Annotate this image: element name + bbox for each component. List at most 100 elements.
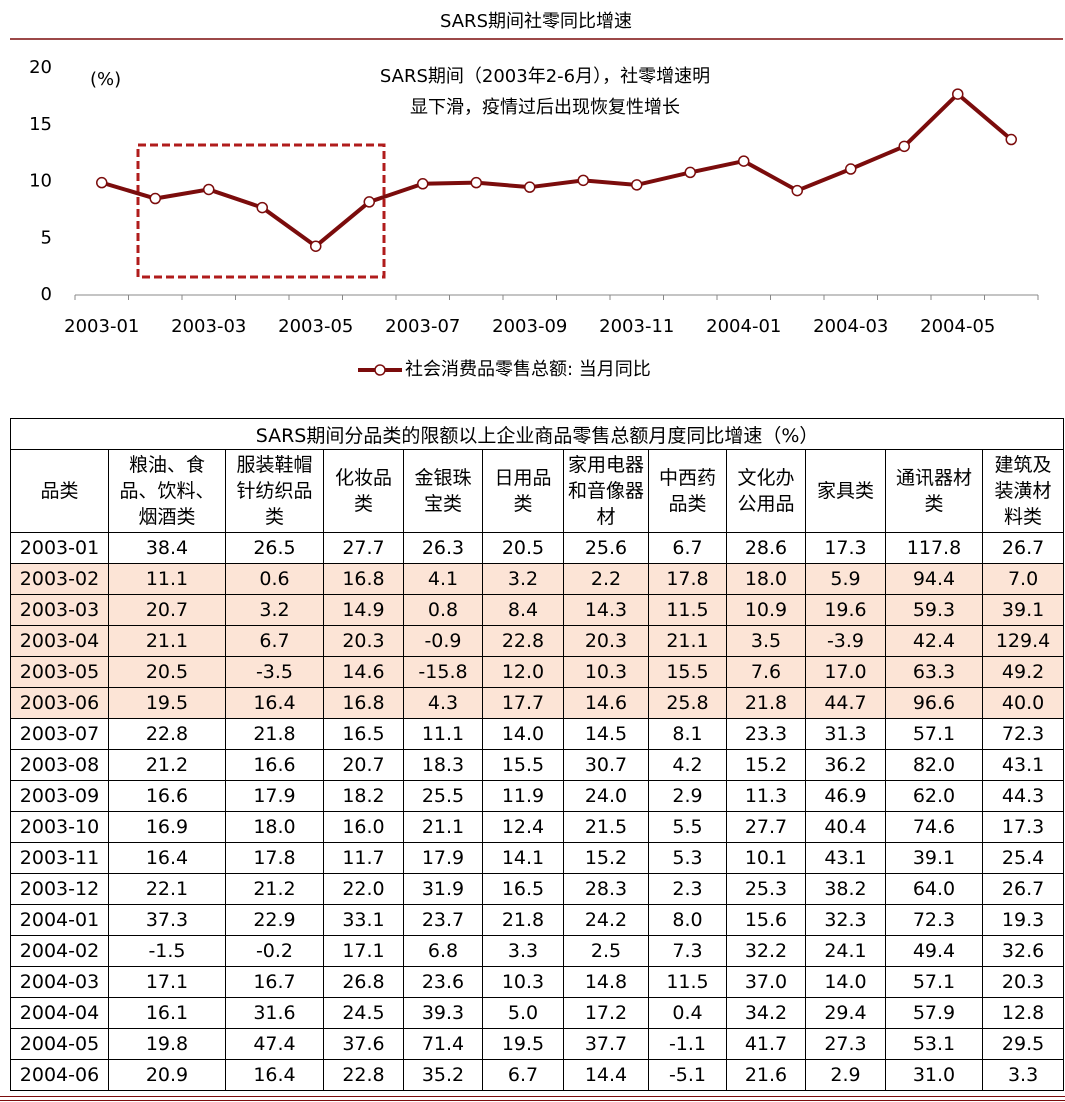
annotation: SARS期间（2003年2-6月），社零增速明 [380,66,710,87]
value-cell: 14.4 [563,1059,649,1091]
value-cell: 19.5 [108,687,226,719]
legend-marker [374,364,386,376]
value-cell: 57.9 [885,997,983,1029]
value-cell: 5.3 [648,842,727,874]
value-cell: 64.0 [885,873,983,905]
data-row: 2003-01 38.4 26.5 27.7 26.3 20.5 25.6 6.7 28.6 17… [10,532,1065,564]
month-cell: 2004-02 [10,935,109,967]
value-cell: 3.3 [482,935,564,967]
value-cell: 11.9 [482,780,564,812]
value-cell: 18.2 [323,780,404,812]
value-cell: 22.1 [108,873,226,905]
value-cell: 14.5 [563,718,649,750]
value-cell: 30.7 [563,749,649,781]
value-cell: 8.1 [648,718,727,750]
value-cell: 26.3 [403,532,483,564]
value-cell: 10.3 [563,656,649,688]
header-cell: 家具类 [805,449,886,533]
x-tick-label: 2003-03 [171,316,246,337]
value-cell: 23.3 [726,718,806,750]
value-cell: 16.4 [108,842,226,874]
month-cell: 2003-03 [10,594,109,626]
value-cell: 16.1 [108,997,226,1029]
point [898,140,910,153]
value-cell: 26.8 [323,966,404,998]
value-cell: 21.8 [726,687,806,719]
value-cell: 21.1 [648,625,727,657]
value-cell: 10.9 [726,594,806,626]
bottom-rule [0,1096,1065,1101]
value-cell: 14.0 [805,966,886,998]
value-cell: 27.7 [726,811,806,843]
value-cell: 16.6 [108,780,226,812]
point [310,240,322,252]
month-cell: 2004-04 [10,997,109,1029]
x-tick-label: 2004-01 [706,316,781,337]
value-cell: 16.5 [323,718,404,750]
value-cell: 11.1 [108,563,226,595]
value-cell: 11.3 [726,780,806,812]
value-cell: 74.6 [885,811,983,843]
annotation: 显下滑，疫情过后出现恢复性增长 [410,97,680,118]
value-cell: 5.5 [648,811,727,843]
value-cell: 16.4 [225,687,324,719]
value-cell: 11.5 [648,594,727,626]
header-cell: 品类 [10,449,109,533]
x-tick-label: 2003-07 [385,316,460,337]
value-cell: 17.9 [403,842,483,874]
data-row: 2003-06 19.5 16.4 16.8 4.3 17.7 14.6 25.8 21.8 44… [10,687,1065,719]
value-cell: 7.0 [981,563,1065,595]
month-cell: 2003-06 [10,687,109,719]
value-cell: 2.3 [648,873,727,905]
value-cell: 35.2 [403,1059,483,1091]
value-cell: 16.8 [323,563,404,595]
value-cell: 14.0 [482,718,564,750]
header-cell: 中西药品类 [648,449,727,533]
value-cell: 25.4 [981,842,1065,874]
value-cell: 22.8 [482,625,564,657]
value-cell: 17.2 [563,997,649,1029]
value-cell: 6.8 [403,935,483,967]
value-cell: 14.9 [323,594,404,626]
value-cell: 44.3 [981,780,1065,812]
value-cell: 38.4 [108,532,226,564]
data-row: 2004-05 19.8 47.4 37.6 71.4 19.5 37.7 -1.1 41.7 2… [10,1028,1065,1060]
value-cell: 44.7 [805,687,886,719]
value-cell: 18.0 [726,563,806,595]
value-cell: 46.9 [805,780,886,812]
value-cell: 15.2 [726,749,806,781]
value-cell: 2.5 [563,935,649,967]
y-tick-label: 0 [41,284,52,305]
point [417,178,429,190]
header-cell: 通讯器材类 [885,449,983,533]
value-cell: 39.3 [403,997,483,1029]
value-cell: 49.4 [885,935,983,967]
point [952,88,964,100]
value-cell: 29.4 [805,997,886,1029]
month-cell: 2003-04 [10,625,109,657]
value-cell: 12.8 [981,997,1065,1029]
value-cell: 3.2 [225,594,324,626]
value-cell: 72.3 [885,904,983,936]
value-cell: 20.7 [108,594,226,626]
x-tick-label: 2003-09 [492,316,567,337]
month-cell: 2003-12 [10,873,109,905]
value-cell: -1.1 [648,1028,727,1060]
value-cell: 129.4 [981,625,1065,657]
value-cell: 40.0 [981,687,1065,719]
value-cell: 32.2 [726,935,806,967]
series-line [101,91,1013,249]
month-cell: 2004-01 [10,904,109,936]
value-cell: 19.6 [805,594,886,626]
value-cell: 38.2 [805,873,886,905]
value-cell: 8.0 [648,904,727,936]
header-cell: 化妆品类 [323,449,404,533]
value-cell: 21.8 [482,904,564,936]
point [1005,133,1017,146]
value-cell: 26.7 [981,873,1065,905]
value-cell: 22.8 [323,1059,404,1091]
data-row: 2003-10 16.9 18.0 16.0 21.1 12.4 21.5 5.5 27.7 40… [10,811,1065,843]
value-cell: 11.7 [323,842,404,874]
value-cell: 2.2 [563,563,649,595]
